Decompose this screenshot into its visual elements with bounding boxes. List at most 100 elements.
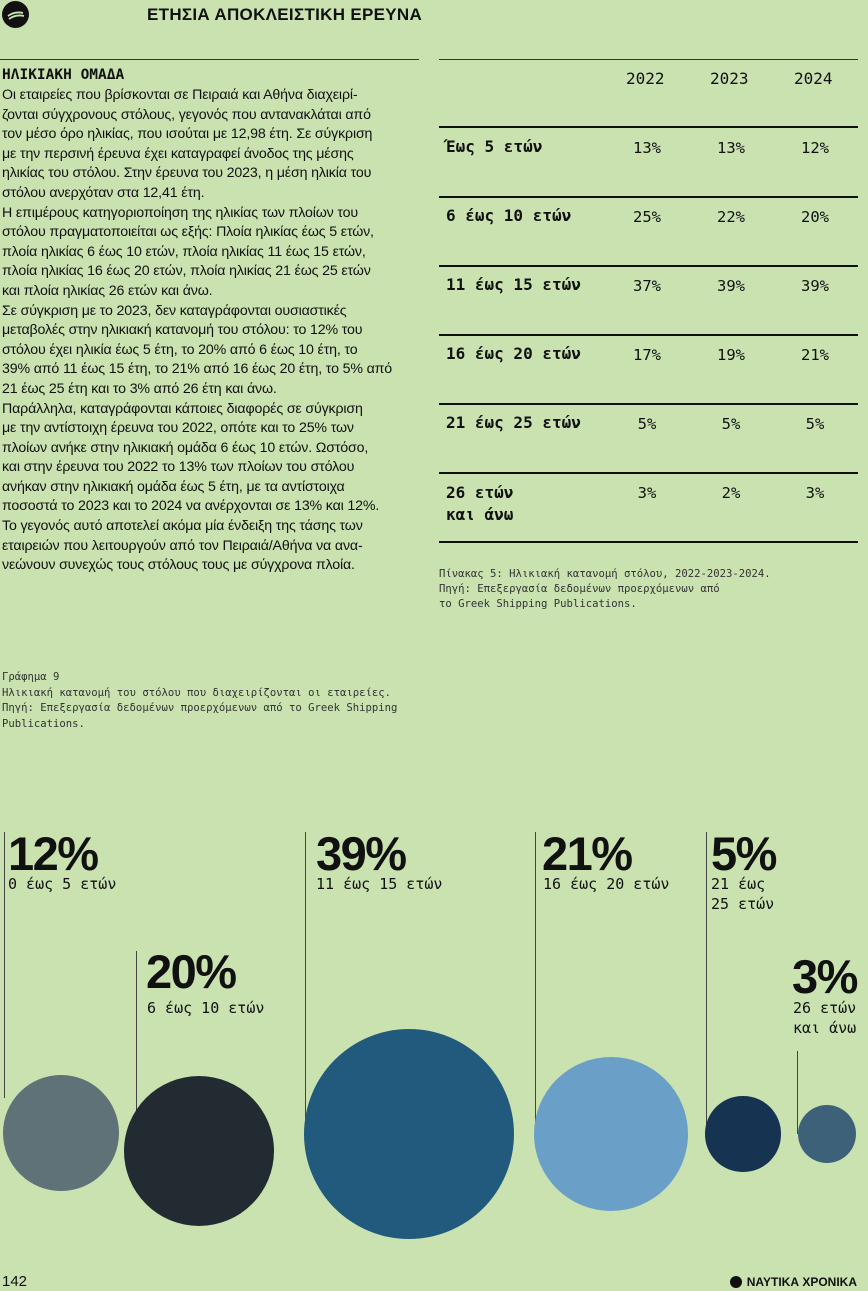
leader-line	[706, 832, 707, 1134]
body-line: και στην έρευνα του 2022 το 13% των πλοί…	[2, 459, 355, 476]
body-line: Σε σύγκριση με το 2023, δεν καταγράφοντα…	[2, 302, 347, 319]
percent-label: 12%	[8, 827, 99, 880]
body-line: στόλου πραγματοποιείται ως εξής: Πλοία η…	[2, 224, 374, 241]
body-text: Οι εταιρείες που βρίσκονται σε Πειραιά κ…	[2, 86, 421, 576]
table-caption: Πίνακας 5: Ηλικιακή κατανομή στόλου, 202…	[439, 567, 771, 612]
group-label-line: 25 ετών	[711, 895, 775, 913]
row-label-line: και άνω	[446, 505, 514, 524]
body-line: 21 έως 25 έτη και το 3% από 26 έτη και ά…	[2, 380, 277, 397]
table-cell: 37%	[633, 277, 661, 295]
body-line: εταιρειών που λειτουργούν από τον Πειραι…	[2, 537, 363, 554]
caption-line: Πίνακας 5: Ηλικιακή κατανομή στόλου, 202…	[439, 568, 771, 580]
body-line: Το γεγονός αυτό αποτελεί ακόμα μία ένδει…	[2, 518, 363, 535]
percent-label: 5%	[711, 827, 777, 880]
group-label: 6 έως 10 ετών	[147, 999, 265, 1017]
table-cell: 39%	[717, 277, 745, 295]
body-line: πλοίων ανήκε στην ηλικιακή ομάδα 6 έως 1…	[2, 439, 369, 456]
caption-line: Ηλικιακή κατανομή του στόλου που διαχειρ…	[2, 686, 392, 699]
table-cell: 3%	[805, 484, 825, 502]
table-cell: 39%	[801, 277, 829, 295]
row-label-line: 26 ετών	[446, 483, 514, 502]
table-cell: 13%	[633, 139, 661, 157]
percent-label: 20%	[146, 945, 237, 998]
body-line: ανήκαν στην ηλικιακή ομάδα έως 5 έτη, με…	[2, 478, 345, 495]
row-label: 21 έως 25 ετών	[446, 413, 581, 432]
bubble-26-plus	[797, 1104, 857, 1164]
caption-line: Πηγή: Επεξεργασία δεδομένων προερχόμενων…	[439, 583, 720, 595]
bubble-6-10	[123, 1075, 275, 1227]
table-cell: 5%	[805, 415, 825, 433]
header-divider-left	[0, 59, 419, 60]
leader-line	[4, 832, 5, 1098]
bubble-16-20	[533, 1056, 689, 1212]
group-label: 26 ετών και άνω	[793, 998, 856, 1038]
body-line: ζονται σύγχρονους στόλους, γεγονός που α…	[2, 106, 371, 123]
page-number: 142	[2, 1273, 28, 1290]
brand-name: ΝΑΥΤΙΚΑ ΧΡΟΝΙΚΑ	[746, 1275, 857, 1289]
row-label: 26 ετών και άνω	[446, 482, 513, 526]
table-cell: 25%	[633, 208, 661, 226]
body-line: 39% από 11 έως 15 έτη, το 21% από 16 έως…	[2, 361, 393, 378]
body-line: με την αντίστοιχη έρευνα του 2022, οπότε…	[2, 420, 354, 437]
year-header: 2023	[710, 69, 749, 88]
body-line: με την περσινή έρευνα έχει καταγραφεί άν…	[2, 145, 354, 162]
table-rule	[439, 126, 858, 128]
group-label: 11 έως 15 ετών	[316, 875, 443, 893]
row-label: 6 έως 10 ετών	[446, 206, 572, 225]
body-line: Παράλληλα, καταγράφονται κάποιες διαφορέ…	[2, 400, 363, 417]
header-divider-right	[439, 59, 858, 60]
row-label: 11 έως 15 ετών	[446, 275, 581, 294]
body-line: Οι εταιρείες που βρίσκονται σε Πειραιά κ…	[2, 87, 358, 103]
group-label-line: 21 έως	[711, 875, 766, 893]
table-rule	[439, 403, 858, 405]
table-cell: 3%	[637, 484, 657, 502]
table-cell: 13%	[717, 139, 745, 157]
bubble-0-5	[2, 1074, 120, 1192]
table-cell: 12%	[801, 139, 829, 157]
table-rule	[439, 265, 858, 267]
percent-label: 39%	[316, 827, 407, 880]
body-line: τον μέσο όρο ηλικίας, που ισούται με 12,…	[2, 126, 373, 143]
row-label: 16 έως 20 ετών	[446, 344, 581, 363]
table-cell: 20%	[801, 208, 829, 226]
leader-line	[305, 832, 306, 1132]
year-header: 2024	[794, 69, 833, 88]
leader-line	[136, 951, 137, 1151]
footer-brand: ΝΑΥΤΙΚΑ ΧΡΟΝΙΚΑ	[729, 1275, 857, 1289]
body-line: πλοία ηλικίας 6 έως 10 ετών, πλοία ηλικί…	[2, 243, 366, 260]
group-label: 16 έως 20 ετών	[543, 875, 670, 893]
year-header: 2022	[626, 69, 665, 88]
leader-line	[535, 832, 536, 1132]
group-label-line: και άνω	[793, 1019, 857, 1037]
group-label-line: 26 ετών	[793, 999, 857, 1017]
table-rule	[439, 472, 858, 474]
body-line: νεώνουν συνεχώς τους στόλους τους με σύγ…	[2, 557, 355, 574]
body-line: Η επιμέρους κατηγοριοποίηση της ηλικίας …	[2, 204, 359, 221]
percent-label: 21%	[542, 827, 633, 880]
body-line: ποσοστά το 2023 και το 2024 να ανέρχοντα…	[2, 498, 380, 515]
table-cell: 17%	[633, 346, 661, 364]
body-line: στόλου έχει ηλικία έως 5 έτη, το 20% από…	[2, 341, 358, 358]
body-line: στόλου ανερχόταν στα 12,41 έτη.	[2, 184, 205, 201]
row-label: Έως 5 ετών	[446, 137, 543, 156]
table-cell: 5%	[721, 415, 741, 433]
bubble-11-15	[304, 1029, 514, 1239]
ship-logo-icon	[2, 1, 29, 28]
table-cell: 5%	[637, 415, 657, 433]
graph-caption: Γράφημα 9 Ηλικιακή κατανομή του στόλου π…	[2, 670, 397, 732]
table-cell: 22%	[717, 208, 745, 226]
body-line: μεταβολές στην ηλικιακή κατανομή του στό…	[2, 322, 363, 339]
section-title: ΗΛΙΚΙΑΚΗ ΟΜΑΔΑ	[2, 67, 125, 83]
caption-line: Γράφημα 9	[2, 671, 60, 683]
bubble-21-25	[705, 1096, 781, 1172]
body-line: πλοία ηλικίας 16 έως 20 ετών, πλοία ηλικ…	[2, 263, 371, 280]
ship-logo-icon	[729, 1276, 742, 1288]
leader-line	[797, 1051, 798, 1134]
body-line: και πλοία ηλικίας 26 ετών και άνω.	[2, 282, 213, 299]
percent-label: 3%	[792, 950, 858, 1003]
table-rule	[439, 541, 858, 543]
caption-line: το Greek Shipping Publications.	[439, 598, 637, 610]
table-rule	[439, 334, 858, 336]
group-label: 0 έως 5 ετών	[8, 875, 117, 893]
caption-line: Publications.	[2, 717, 85, 730]
